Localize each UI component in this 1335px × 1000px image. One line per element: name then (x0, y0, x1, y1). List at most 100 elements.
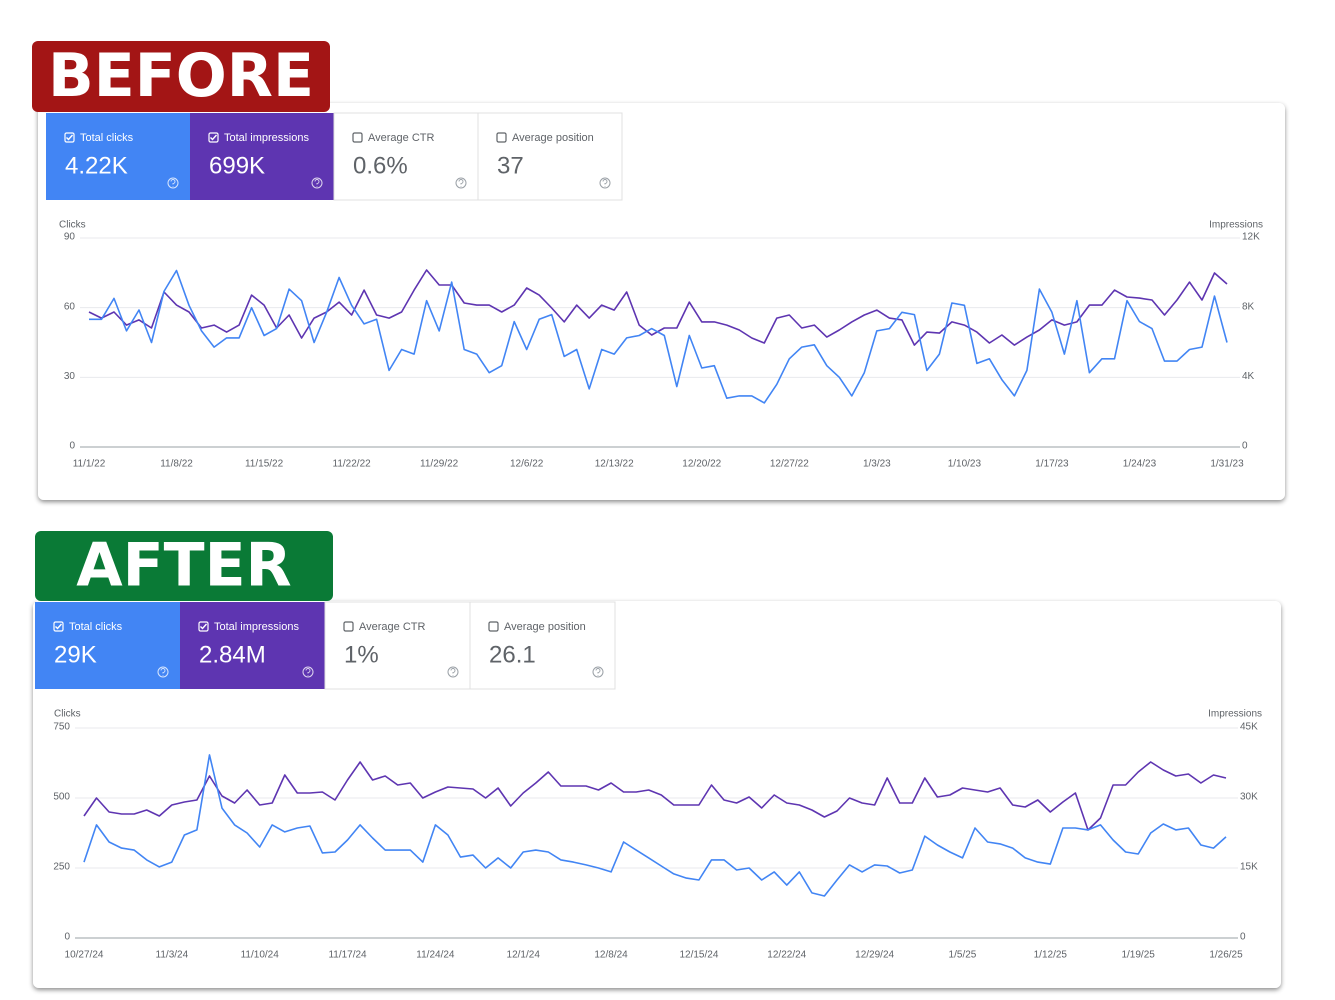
metric-name: Total clicks (80, 132, 134, 144)
y-tick-label: 90 (64, 232, 76, 243)
y2-axis-title: Impressions (1208, 709, 1262, 720)
x-tick-label: 10/27/24 (65, 950, 104, 961)
x-tick-label: 12/1/24 (507, 950, 541, 961)
y2-tick-label: 0 (1240, 932, 1246, 943)
panel (38, 103, 1285, 500)
y2-tick-label: 8K (1242, 301, 1255, 312)
x-tick-label: 11/22/22 (333, 459, 372, 470)
metric-value: 2.84M (199, 641, 266, 668)
checkbox[interactable] (53, 621, 64, 632)
series-line (83, 754, 1227, 897)
help-icon (311, 177, 323, 189)
badge-text: BEFORE (48, 41, 314, 111)
x-tick-label: 12/27/22 (770, 459, 809, 470)
metric-value: 29K (54, 641, 97, 668)
metric-card[interactable] (469, 601, 616, 690)
x-tick-label: 1/5/25 (949, 950, 977, 961)
x-tick-label: 11/29/22 (420, 459, 459, 470)
metric-name: Total impressions (224, 132, 309, 144)
checkbox[interactable] (208, 132, 219, 143)
y-tick-label: 0 (64, 932, 70, 943)
metric-value: 699K (209, 152, 265, 179)
help-icon-glyph (170, 179, 176, 187)
help-icon-glyph (602, 179, 608, 187)
metric-name: Total clicks (69, 621, 123, 633)
x-tick-label: 12/29/24 (855, 950, 894, 961)
metric-value: 0.6% (353, 152, 408, 179)
x-tick-label: 1/24/23 (1123, 459, 1157, 470)
metric-card[interactable] (324, 601, 471, 690)
metric-card[interactable] (35, 602, 180, 689)
metric-name: Total impressions (214, 621, 299, 633)
checkbox[interactable] (488, 621, 499, 632)
series-line (83, 761, 1227, 831)
help-icon (592, 666, 604, 678)
help-icon-glyph (305, 668, 311, 676)
metric-card[interactable] (477, 112, 623, 201)
y-tick-label: 0 (69, 441, 75, 452)
y-axis-title: Clicks (59, 220, 86, 231)
metric-name: Average position (512, 132, 594, 144)
help-icon-glyph (314, 179, 320, 187)
checkmark (200, 623, 208, 630)
x-tick-label: 12/8/24 (594, 950, 628, 961)
x-tick-label: 12/15/24 (679, 950, 718, 961)
checkmark (66, 134, 74, 141)
help-icon-glyph (595, 668, 601, 676)
badge (32, 41, 330, 112)
metric-card[interactable] (190, 113, 334, 200)
help-icon (447, 666, 459, 678)
y2-tick-label: 12K (1242, 232, 1260, 243)
x-tick-label: 1/10/23 (948, 459, 982, 470)
help-icon-glyph (160, 668, 166, 676)
badge-text: AFTER (76, 531, 292, 601)
checkbox[interactable] (343, 621, 354, 632)
metric-name: Average position (504, 621, 586, 633)
metric-name: Average CTR (359, 621, 425, 633)
checkbox[interactable] (352, 132, 363, 143)
y-tick-label: 750 (53, 722, 70, 733)
x-tick-label: 11/1/22 (73, 459, 106, 470)
y2-tick-label: 15K (1240, 862, 1258, 873)
checkbox[interactable] (496, 132, 507, 143)
y2-tick-label: 45K (1240, 722, 1258, 733)
y-tick-label: 500 (53, 792, 70, 803)
metric-card[interactable] (180, 602, 325, 689)
x-tick-label: 11/8/22 (160, 459, 193, 470)
x-tick-label: 12/13/22 (595, 459, 634, 470)
badge (35, 531, 333, 601)
metric-card[interactable] (333, 112, 479, 201)
y-tick-label: 250 (53, 862, 70, 873)
y-axis-title: Clicks (54, 709, 81, 720)
checkbox[interactable] (64, 132, 75, 143)
y2-tick-label: 4K (1242, 371, 1255, 382)
x-tick-label: 1/26/25 (1209, 950, 1243, 961)
metric-value: 1% (344, 641, 379, 668)
help-icon (599, 177, 611, 189)
x-tick-label: 1/19/25 (1121, 950, 1155, 961)
x-tick-label: 12/6/22 (510, 459, 544, 470)
checkbox[interactable] (198, 621, 209, 632)
x-tick-label: 11/24/24 (416, 950, 455, 961)
panel (33, 601, 1281, 988)
metric-card[interactable] (46, 113, 190, 200)
y2-tick-label: 30K (1240, 792, 1258, 803)
x-tick-label: 11/10/24 (241, 950, 280, 961)
x-tick-label: 11/17/24 (328, 950, 367, 961)
checkmark (210, 134, 218, 141)
metric-value: 37 (497, 152, 524, 179)
x-tick-label: 1/3/23 (863, 459, 891, 470)
y-tick-label: 60 (64, 301, 76, 312)
metric-name: Average CTR (368, 132, 434, 144)
x-tick-label: 12/20/22 (682, 459, 721, 470)
help-icon-glyph (458, 179, 464, 187)
help-icon (455, 177, 467, 189)
help-icon (302, 666, 314, 678)
metric-value: 4.22K (65, 152, 128, 179)
help-icon-glyph (450, 668, 456, 676)
x-tick-label: 11/15/22 (245, 459, 284, 470)
y2-tick-label: 0 (1242, 441, 1248, 452)
x-tick-label: 1/17/23 (1035, 459, 1069, 470)
y-tick-label: 30 (64, 371, 76, 382)
